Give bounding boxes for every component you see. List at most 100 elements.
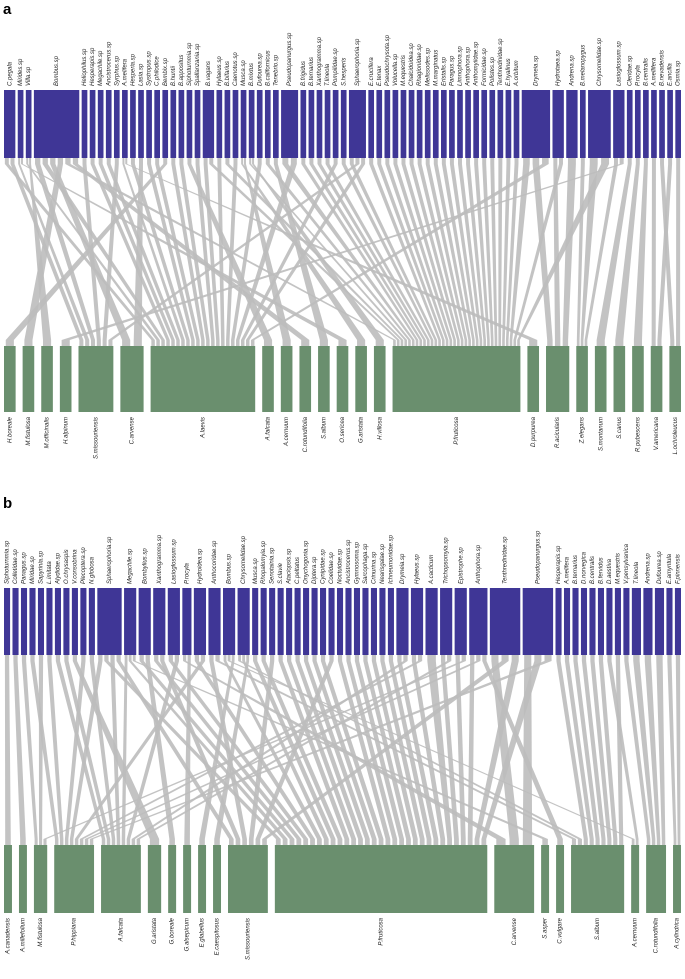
pollinator-node <box>659 90 665 158</box>
plant-label: S.album <box>321 417 327 439</box>
pollinator-node <box>97 588 122 655</box>
link <box>4 655 11 845</box>
plant-node <box>262 346 274 412</box>
panel-label: a <box>3 1 12 18</box>
plant-label: H.alpinum <box>63 417 69 444</box>
pollinator-node <box>623 588 630 655</box>
pollinator-label: Rhagionidae.sp <box>417 44 423 86</box>
pollinator-label: Miridae.sp <box>30 556 36 584</box>
pollinator-label: Panagus.sp <box>22 552 28 584</box>
pollinator-label: Syrphus.sp <box>114 55 120 86</box>
pollinator-node <box>89 90 96 158</box>
pollinator-node <box>124 588 137 655</box>
link <box>417 158 464 346</box>
plant-node <box>669 346 681 412</box>
pollinator-label: Drymeia.sp <box>533 55 539 86</box>
pollinator-label: B.californicus <box>265 50 271 86</box>
link <box>89 655 552 845</box>
pollinator-label: Osmia.sp <box>676 60 682 86</box>
link <box>84 655 481 845</box>
plant-node <box>147 845 162 913</box>
pollinator-node <box>384 90 391 158</box>
link <box>346 655 398 845</box>
link <box>411 655 446 845</box>
link <box>121 655 128 845</box>
pollinator-label: B.appositus <box>179 55 185 86</box>
pollinator-label: B.bifarius <box>225 61 231 86</box>
pollinator-label: B.fervidus <box>599 557 605 584</box>
plant-label: M.officinalis <box>45 417 51 448</box>
pollinator-node <box>122 90 128 158</box>
pollinator-node <box>440 588 453 655</box>
link <box>509 158 530 346</box>
pollinator-label: Dufourea.sp <box>257 53 263 86</box>
pollinator-label: B.frigidus <box>301 61 307 86</box>
pollinator-node <box>522 588 554 655</box>
pollinator-node <box>572 588 579 655</box>
pollinator-node <box>154 90 160 158</box>
plant-label: A.falcata <box>119 917 125 942</box>
pollinator-node <box>4 90 16 158</box>
link <box>250 158 549 346</box>
plant-node <box>59 346 72 412</box>
pollinator-node <box>33 90 80 158</box>
pollinator-label: Coelidae.sp <box>329 552 335 584</box>
pollinator-node <box>186 90 193 158</box>
pollinator-node <box>277 588 284 655</box>
pollinator-label: Chrysomelidae.sp <box>597 37 603 86</box>
pollinator-label: Ataciopsis.sp <box>287 548 293 585</box>
pollinator-label: B.huntii <box>171 65 177 86</box>
pollinator-node <box>4 588 11 655</box>
pollinator-node <box>260 588 267 655</box>
pollinator-node <box>153 588 166 655</box>
pollinator-node <box>224 90 231 158</box>
pollinator-node <box>286 588 293 655</box>
pollinator-node <box>457 90 463 158</box>
plant-label: G.aristata <box>359 416 365 443</box>
plant-node <box>274 845 488 913</box>
pollinator-node <box>362 588 369 655</box>
link <box>440 655 459 845</box>
plant-node <box>41 346 53 412</box>
pollinator-label: Musca.sp <box>253 558 259 584</box>
link <box>656 655 666 845</box>
pollinator-label: Sarcophaga.sp <box>363 543 369 584</box>
pollinator-label: O.chrysaspis <box>64 549 70 584</box>
pollinator-label: B.ternarius <box>573 555 579 584</box>
plant-node <box>22 346 35 412</box>
plant-label: G.alsepicum <box>185 918 191 951</box>
link <box>675 655 681 845</box>
pollinator-node <box>481 90 488 158</box>
link <box>458 158 483 346</box>
link <box>209 655 247 845</box>
pollinator-node <box>71 588 78 655</box>
pollinator-node <box>146 90 152 158</box>
link <box>482 158 494 346</box>
pollinator-node <box>222 588 236 655</box>
pollinator-label: Siphoturnmia.sp <box>5 540 11 584</box>
link <box>106 158 180 346</box>
link <box>467 655 475 845</box>
pollinator-node <box>202 90 215 158</box>
pollinator-label: B.mixtus <box>249 63 255 86</box>
plant-label: V.americana <box>654 416 660 450</box>
link <box>47 655 64 845</box>
pollinator-label: V.pensylvanica <box>624 543 630 584</box>
pollinator-node <box>651 90 657 158</box>
pollinator-label: C.peltatus <box>295 557 301 584</box>
pollinator-node <box>376 90 383 158</box>
pollinator-label: Bombylius.sp <box>142 548 148 584</box>
pollinator-node <box>340 90 347 158</box>
plant-label: C.arvense <box>512 917 518 945</box>
plant-node <box>673 845 681 913</box>
pollinator-node <box>232 90 239 158</box>
pollinator-node <box>46 588 53 655</box>
link <box>61 158 624 346</box>
pollinator-label: Hesperapis.sp <box>90 47 96 86</box>
pollinator-label: S.hesperis <box>341 58 347 86</box>
link <box>64 655 86 845</box>
pollinator-label: Bombus.sp <box>227 553 233 584</box>
pollinator-node <box>193 588 207 655</box>
pollinator-node <box>20 588 28 655</box>
link <box>248 655 275 845</box>
